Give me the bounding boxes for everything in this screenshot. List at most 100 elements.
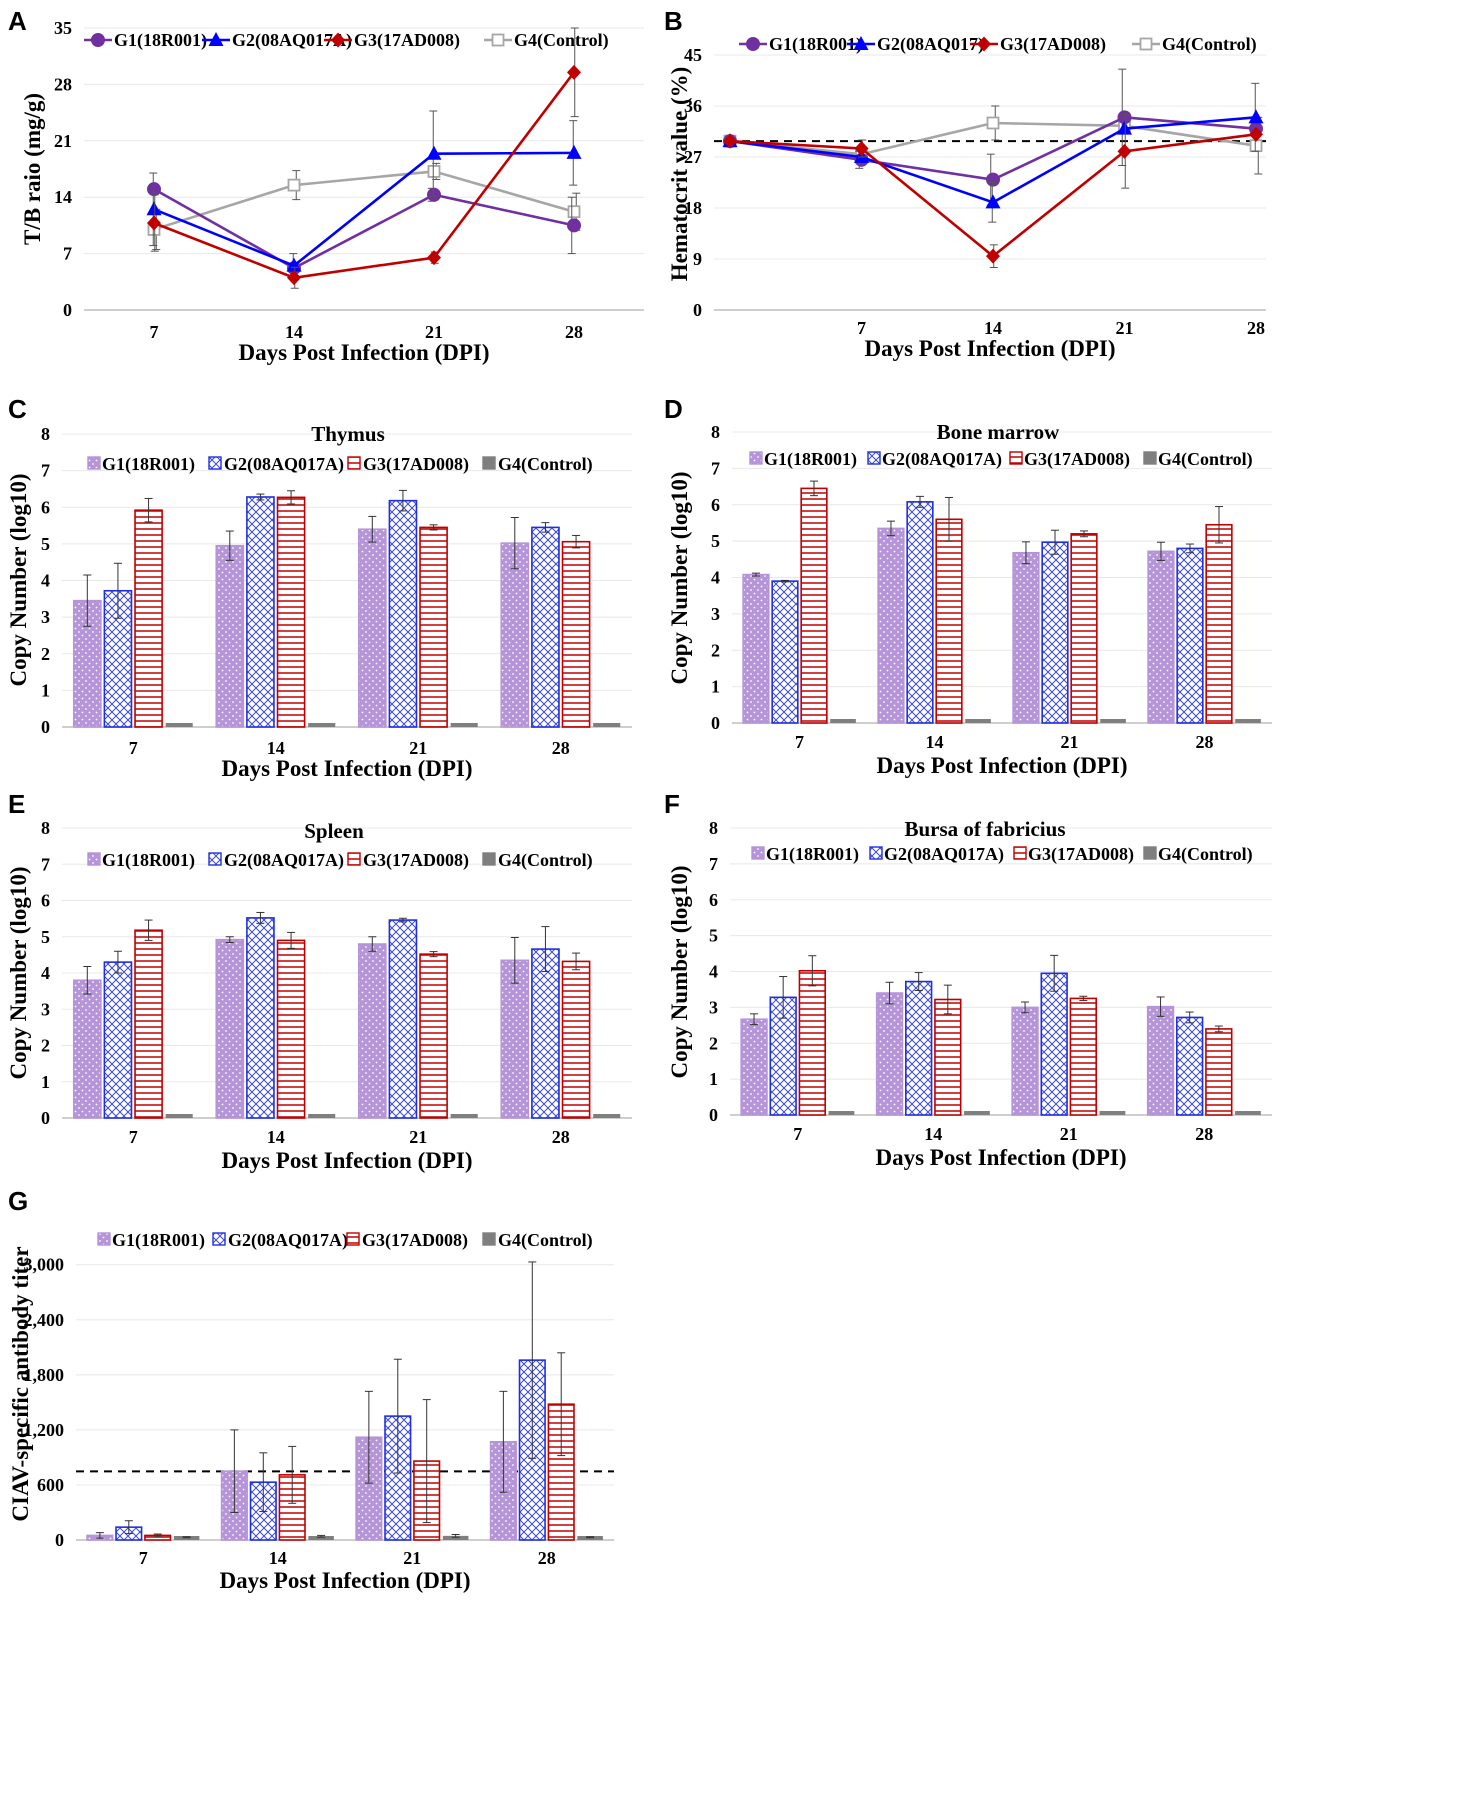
x-tick-label: 21 [409, 1127, 427, 1147]
y-axis-label: Copy Number (log10) [667, 866, 692, 1079]
y-tick-label: 2 [41, 1036, 50, 1056]
y-axis-label: Hematocrit value (%) [667, 67, 692, 282]
legend-swatch [97, 1232, 111, 1246]
x-tick-label: 7 [793, 1124, 802, 1144]
legend-marker [1139, 37, 1153, 51]
chart-title: Thymus [311, 422, 385, 446]
y-tick-label: 1 [41, 680, 50, 700]
series-line-g2-08aq017a- [153, 151, 575, 268]
legend-swatch [346, 1232, 360, 1246]
y-tick-label: 2 [41, 644, 50, 664]
x-tick-label: 21 [409, 738, 427, 758]
x-axis-label: Days Post Infection (DPI) [864, 336, 1115, 361]
y-tick-label: 7 [41, 461, 50, 481]
panel-b: B 0 9 18 27 36 45 7 14 21 28 Days Post Infection (D… [664, 6, 1266, 361]
bar-g4-control--14 [308, 1536, 334, 1540]
point-g1-18r001--28 [567, 218, 581, 233]
y-tick-label: 0 [55, 1530, 64, 1550]
legend-label: G1(18R001) [102, 850, 195, 871]
legend-label: G3(17AD008) [354, 30, 460, 51]
x-axis-label: Days Post Infection (DPI) [238, 340, 489, 365]
y-tick-label: 1 [711, 677, 720, 697]
x-tick-label: 14 [984, 318, 1002, 338]
bar-g2-08aq017a--7 [103, 589, 133, 728]
bar-g4-control--14 [964, 1111, 990, 1115]
panel-f: F 0 1 2 3 4 5 6 7 8 7 14 21 28 Days Post Infection (DP… [664, 789, 1272, 1170]
point-g2-08aq017--14 [985, 194, 1001, 209]
chart-title: Bone marrow [937, 420, 1061, 444]
bar-g3-17ad008--28 [1205, 1028, 1233, 1116]
x-axis-label: Days Post Infection (DPI) [875, 1145, 1126, 1170]
bar-g4-control--21 [1099, 1111, 1126, 1115]
bar-g2-08aq017a--21 [388, 919, 418, 1119]
panel-label: C [8, 394, 27, 424]
series-line-g3-17ad008- [153, 71, 576, 280]
legend-label: G2(08AQ017A) [224, 850, 344, 871]
bar-g4-control--28 [1235, 719, 1261, 723]
bar-g2-08aq017a--21 [1040, 972, 1068, 1116]
x-axis-label: Days Post Infection (DPI) [876, 753, 1127, 778]
y-tick-label: 6 [41, 891, 50, 911]
y-tick-label: 4 [41, 571, 50, 591]
y-tick-label: 36 [684, 96, 702, 116]
panel-label: D [664, 394, 683, 424]
bar-g3-17ad008--21 [419, 953, 448, 1119]
legend-label: G3(17AD008) [362, 1230, 468, 1251]
y-tick-label: 2,400 [24, 1310, 65, 1330]
legend-label: G2(08AQ017A) [224, 454, 344, 475]
bar-g4-control--28 [593, 1114, 621, 1118]
panel-label: A [8, 6, 27, 36]
bar-g1-18r001--28 [500, 959, 530, 1119]
y-tick-label: 8 [41, 818, 50, 838]
point-g3-17ad008--28 [1249, 126, 1263, 142]
legend-swatch [749, 451, 763, 465]
bar-g1-18r001--21 [1011, 1006, 1039, 1116]
legend-label: G4(Control) [498, 850, 593, 871]
bar-g1-18r001--14 [215, 938, 245, 1119]
legend-swatch [212, 1232, 226, 1246]
bar-g3-17ad008--21 [1069, 997, 1097, 1116]
y-tick-label: 3 [709, 997, 718, 1017]
point-g3-17ad008--21 [427, 250, 441, 266]
bar-g1-18r001--28 [1147, 550, 1175, 724]
bar-g4-control--21 [1100, 719, 1126, 723]
legend-swatch [1143, 451, 1157, 465]
chart-title: Spleen [304, 819, 364, 843]
y-tick-label: 4 [711, 568, 720, 588]
legend-label: G4(Control) [498, 454, 593, 475]
legend-label: G3(17AD008) [1000, 34, 1106, 55]
x-tick-label: 14 [926, 732, 944, 752]
bar-g2-08aq017a--28 [1176, 1016, 1204, 1116]
x-tick-label: 21 [1116, 318, 1134, 338]
point-g2-08aq017a--14 [286, 257, 302, 272]
legend-swatch [347, 456, 361, 470]
legend-label: G1(18R001) [766, 844, 859, 865]
bar-g1-18r001--21 [1012, 551, 1040, 724]
legend-swatch [208, 852, 222, 866]
bar-g4-control--7 [165, 723, 193, 727]
legend-label: G1(18R001) [112, 1230, 205, 1251]
bar-g1-18r001--21 [357, 528, 387, 728]
y-tick-label: 8 [41, 424, 50, 444]
bar-g2-08aq017a--14 [246, 496, 275, 728]
x-tick-label: 7 [857, 318, 866, 338]
legend-label: G2(08AQ017) [877, 34, 984, 55]
bar-g4-control--21 [450, 723, 478, 727]
panel-label: G [8, 1186, 28, 1216]
bar-g3-17ad008--7 [134, 509, 163, 728]
y-tick-label: 3,000 [24, 1255, 65, 1275]
x-tick-label: 7 [150, 322, 159, 342]
y-tick-label: 2 [711, 640, 720, 660]
legend-swatch [347, 852, 361, 866]
point-g4-control--14 [986, 116, 1000, 130]
point-g1-18r001--14 [986, 172, 1000, 187]
x-tick-label: 7 [129, 738, 138, 758]
y-tick-label: 5 [41, 927, 50, 947]
legend-label: G4(Control) [498, 1230, 593, 1251]
x-tick-label: 21 [1060, 1124, 1078, 1144]
legend-swatch [867, 451, 881, 465]
legend-marker [491, 33, 505, 47]
x-tick-label: 28 [1247, 318, 1265, 338]
bar-g3-17ad008--7 [798, 969, 826, 1116]
